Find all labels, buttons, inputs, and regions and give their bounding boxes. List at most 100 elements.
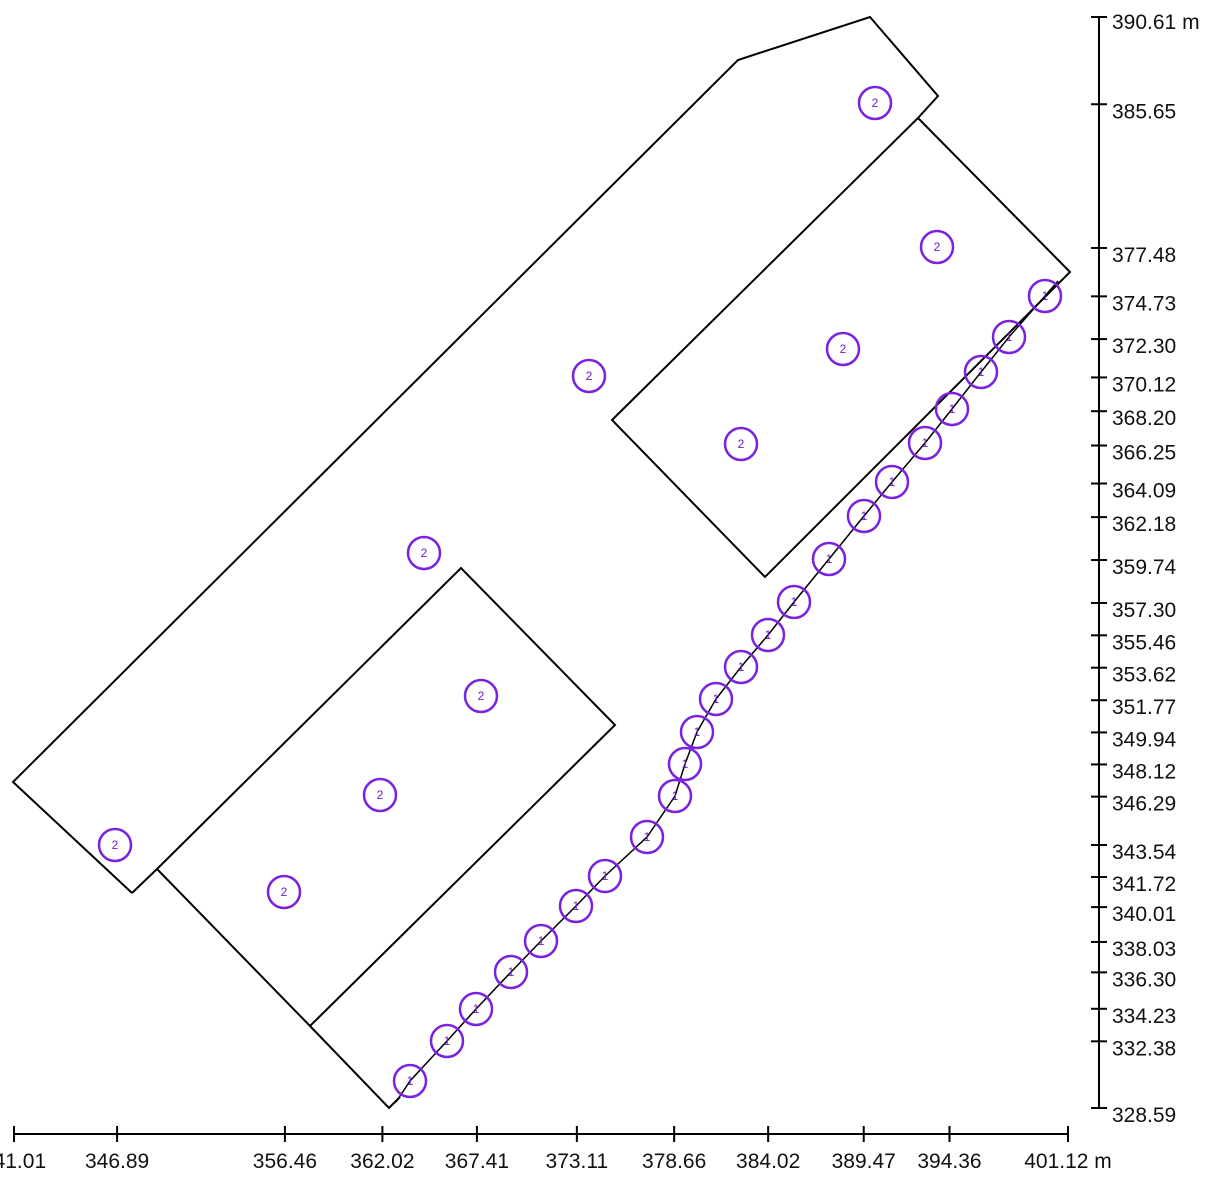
y-axis: 390.61 m 385.65 377.48 374.73 372.30 370.12 36… bbox=[1091, 11, 1200, 1127]
x-tick-label: 362.02 bbox=[350, 1150, 414, 1173]
boundary-outline bbox=[11, 15, 940, 894]
x-tick-label: 394.36 bbox=[917, 1150, 981, 1173]
y-tick-label: 346.29 bbox=[1112, 793, 1176, 816]
marker-type-1: 1 bbox=[698, 681, 734, 717]
marker-type-1: 1 bbox=[657, 778, 693, 814]
svg-text:2: 2 bbox=[421, 546, 428, 560]
y-tick-label: 366.25 bbox=[1112, 442, 1176, 465]
marker-type-1: 1 bbox=[811, 541, 847, 577]
marker-type-1: 1 bbox=[429, 1023, 465, 1059]
marker-type-2: 2 bbox=[723, 426, 759, 462]
marker-type-1: 1 bbox=[458, 991, 494, 1027]
svg-text:1: 1 bbox=[978, 365, 985, 379]
marker-type-2: 2 bbox=[463, 678, 499, 714]
y-tick-label: 332.38 bbox=[1112, 1037, 1176, 1060]
y-tick-label: 340.01 bbox=[1112, 903, 1176, 926]
marker-type-1: 1 bbox=[991, 319, 1027, 355]
marker-type-1: 1 bbox=[1027, 278, 1063, 314]
svg-text:1: 1 bbox=[473, 1002, 480, 1016]
marker-layer: 1 1 1 1 1 1 1 1 1 1 1 1 1 1 1 1 1 1 1 1 1 1 1 2 2 2 2 2 2 2 2 2 2 bbox=[97, 85, 1063, 1099]
svg-text:1: 1 bbox=[444, 1034, 451, 1048]
x-tick-label: 346.89 bbox=[85, 1150, 149, 1173]
measurement-polyline bbox=[395, 280, 1059, 1103]
y-tick-label: 349.94 bbox=[1112, 728, 1177, 751]
svg-text:2: 2 bbox=[377, 788, 384, 802]
svg-text:1: 1 bbox=[738, 660, 745, 674]
svg-text:2: 2 bbox=[586, 369, 593, 383]
svg-text:1: 1 bbox=[1042, 289, 1049, 303]
svg-text:2: 2 bbox=[281, 885, 288, 899]
x-tick-label: 373.11 bbox=[546, 1150, 609, 1173]
svg-text:1: 1 bbox=[861, 509, 868, 523]
marker-type-1: 1 bbox=[723, 649, 759, 685]
svg-text:1: 1 bbox=[682, 757, 689, 771]
y-tick-label: 374.73 bbox=[1112, 292, 1176, 315]
y-tick-label: 355.46 bbox=[1112, 631, 1176, 654]
x-tick-label: 401.12 m bbox=[1024, 1150, 1112, 1173]
y-tick-label: 334.23 bbox=[1112, 1005, 1176, 1028]
y-tick-label: 370.12 bbox=[1112, 373, 1176, 396]
svg-text:2: 2 bbox=[738, 437, 745, 451]
y-tick-label: 336.30 bbox=[1112, 968, 1176, 991]
y-tick-label: 377.48 bbox=[1112, 244, 1176, 267]
svg-text:1: 1 bbox=[538, 934, 545, 948]
svg-text:2: 2 bbox=[872, 96, 879, 110]
svg-text:1: 1 bbox=[672, 789, 679, 803]
marker-type-1: 1 bbox=[963, 354, 999, 390]
x-tick-label: 341.01 bbox=[0, 1150, 46, 1173]
y-tick-label: 338.03 bbox=[1112, 938, 1176, 961]
x-tick-label: 356.46 bbox=[253, 1150, 317, 1173]
marker-type-1: 1 bbox=[874, 464, 910, 500]
marker-type-1: 1 bbox=[493, 954, 529, 990]
y-tick-label: 385.65 bbox=[1112, 100, 1176, 123]
marker-type-2: 2 bbox=[919, 229, 955, 265]
svg-text:1: 1 bbox=[889, 475, 896, 489]
x-tick-label: 378.66 bbox=[642, 1150, 706, 1173]
y-tick-label: 390.61 m bbox=[1112, 11, 1200, 34]
y-tick-label: 341.72 bbox=[1112, 873, 1176, 896]
marker-type-2: 2 bbox=[362, 777, 398, 813]
svg-text:2: 2 bbox=[478, 689, 485, 703]
y-tick-label: 348.12 bbox=[1112, 760, 1176, 783]
marker-type-2: 2 bbox=[571, 358, 607, 394]
svg-text:1: 1 bbox=[508, 965, 515, 979]
marker-type-2: 2 bbox=[406, 535, 442, 571]
marker-type-1: 1 bbox=[846, 498, 882, 534]
y-tick-label: 364.09 bbox=[1112, 480, 1176, 503]
y-tick-label: 372.30 bbox=[1112, 335, 1176, 358]
x-tick-label: 367.41 bbox=[445, 1150, 509, 1173]
y-tick-label: 328.59 bbox=[1112, 1104, 1176, 1127]
svg-text:1: 1 bbox=[826, 552, 833, 566]
marker-type-1: 1 bbox=[558, 888, 594, 924]
x-axis: 341.01 346.89 356.46 362.02 367.41 373.11 378.… bbox=[0, 1126, 1112, 1173]
svg-text:1: 1 bbox=[644, 830, 651, 844]
marker-type-1: 1 bbox=[679, 714, 715, 750]
svg-text:1: 1 bbox=[791, 595, 798, 609]
svg-text:2: 2 bbox=[112, 838, 119, 852]
measurement-line bbox=[395, 280, 1059, 1103]
y-tick-label: 362.18 bbox=[1112, 513, 1176, 536]
marker-type-2: 2 bbox=[857, 85, 893, 121]
marker-type-2: 2 bbox=[825, 331, 861, 367]
y-tick-label: 368.20 bbox=[1112, 407, 1176, 430]
svg-text:1: 1 bbox=[602, 869, 609, 883]
svg-text:1: 1 bbox=[765, 628, 772, 642]
svg-text:1: 1 bbox=[694, 725, 701, 739]
y-tick-label: 359.74 bbox=[1112, 556, 1177, 579]
svg-text:2: 2 bbox=[934, 240, 941, 254]
marker-type-1: 1 bbox=[523, 923, 559, 959]
marker-type-1: 1 bbox=[934, 391, 970, 427]
svg-text:1: 1 bbox=[949, 402, 956, 416]
marker-type-1: 1 bbox=[750, 617, 786, 653]
svg-text:1: 1 bbox=[407, 1074, 414, 1088]
marker-type-1: 1 bbox=[667, 746, 703, 782]
y-tick-label: 357.30 bbox=[1112, 599, 1176, 622]
y-tick-label: 351.77 bbox=[1112, 696, 1176, 719]
building-outline-lower-left bbox=[131, 566, 617, 1028]
y-tick-label: 343.54 bbox=[1112, 841, 1177, 864]
x-tick-label: 384.02 bbox=[736, 1150, 800, 1173]
marker-type-1: 1 bbox=[587, 858, 623, 894]
svg-text:1: 1 bbox=[922, 436, 929, 450]
building-outline-bottom-edge bbox=[309, 1025, 401, 1110]
marker-type-1: 1 bbox=[629, 819, 665, 855]
